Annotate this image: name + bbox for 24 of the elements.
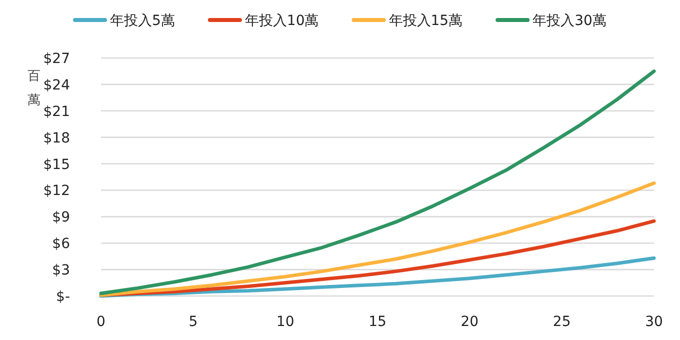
y-tick-label: $3 [52,262,70,279]
line-series [99,181,656,297]
legend-label: 年投入10萬 [244,13,319,29]
x-tick-label: 25 [552,314,571,330]
y-tick-label: $24 [43,77,70,94]
x-tick-label: 20 [460,314,479,330]
y-axis-title: 百萬 [28,69,40,108]
y-tick-label: $27 [43,51,70,67]
x-tick-label: 5 [188,314,198,330]
y-tick-label: $- [56,289,70,305]
x-tick-label: 15 [368,314,386,330]
y-tick-label: $18 [43,130,70,146]
y-tick-label: $15 [43,156,70,173]
x-tick-label: 30 [645,314,663,330]
x-tick-label: 10 [276,314,294,330]
x-tick-label: 0 [96,314,106,330]
legend-label: 年投入5萬 [110,13,175,29]
y-tick-label: $9 [52,210,70,226]
y-tick-label: $6 [52,236,70,252]
line-series [99,69,656,296]
y-tick-label: $12 [43,183,70,200]
legend-label: 年投入15萬 [388,13,463,29]
legend-label: 年投入30萬 [532,13,606,29]
y-tick-label: $21 [43,104,70,120]
